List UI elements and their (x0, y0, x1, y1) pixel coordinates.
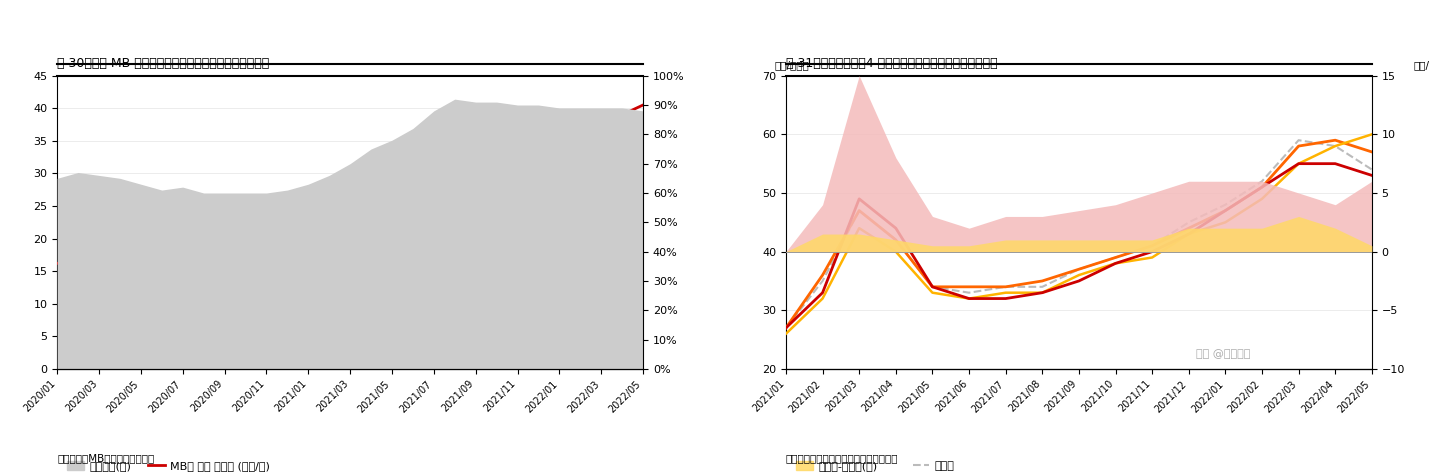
Text: 资料来源：MB，长江证券研究所: 资料来源：MB，长江证券研究所 (57, 454, 154, 464)
Text: 图 31：钴产品价格，4 月下旬以来硫酸钴较金属钴折价走低: 图 31：钴产品价格，4 月下旬以来硫酸钴较金属钴折价走低 (786, 57, 997, 70)
Text: 万元/金属吨: 万元/金属吨 (775, 60, 809, 70)
Text: 万元/金属吨: 万元/金属吨 (1413, 60, 1429, 70)
Text: 资料来源：亚洲金属网，长江证券研究所: 资料来源：亚洲金属网，长江证券研究所 (786, 454, 899, 464)
Text: 图 30：近期 MB 钴价出现小幅回调，但整体仍维持在高位: 图 30：近期 MB 钴价出现小幅回调，但整体仍维持在高位 (57, 57, 270, 70)
Text: 头条 @远瞻智库: 头条 @远瞻智库 (1196, 349, 1250, 359)
Legend: 硫酸钴-金属钴(右), 四氧化三钴-金属钴(右), 金属钴, 硫酸钴, 四氧化三钴, 氯化钴: 硫酸钴-金属钴(右), 四氧化三钴-金属钴(右), 金属钴, 硫酸钴, 四氧化三… (792, 456, 973, 473)
Legend: 折扣系数(右), MB钴 低级 中间价 (美元/磅): 折扣系数(右), MB钴 低级 中间价 (美元/磅) (63, 456, 274, 473)
